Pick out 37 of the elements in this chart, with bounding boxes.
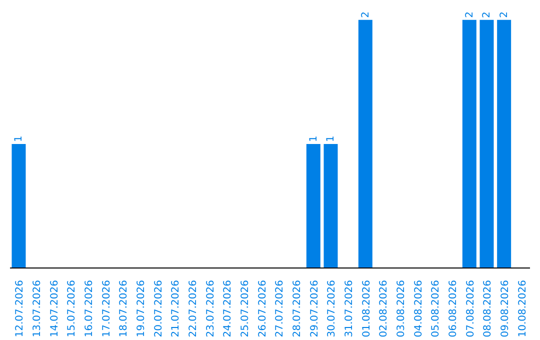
data-label: 1: [308, 136, 320, 142]
x-tick-label: 07.08.2026: [465, 280, 476, 338]
x-tick-label: 10.08.2026: [517, 280, 528, 338]
x-tick-label: 14.07.2026: [49, 280, 60, 338]
x-tick-label: 19.07.2026: [136, 280, 147, 338]
x-tick-label: 02.08.2026: [378, 280, 390, 338]
x-tick-label: 26.07.2026: [257, 280, 268, 338]
x-tick-label: 23.07.2026: [205, 280, 216, 338]
x-tick-label: 17.07.2026: [101, 280, 112, 338]
x-tick-label: 15.07.2026: [66, 280, 78, 338]
x-tick-label: 30.07.2026: [326, 280, 338, 338]
x-tick-label: 31.07.2026: [344, 280, 355, 338]
data-label: 1: [14, 136, 25, 142]
data-label: 1: [326, 136, 337, 142]
x-tick-label: 28.07.2026: [292, 280, 303, 338]
x-tick-label: 20.07.2026: [153, 280, 164, 338]
x-tick-label: 01.08.2026: [361, 280, 372, 338]
x-tick-label: 09.08.2026: [500, 280, 511, 338]
x-tick-label: 29.07.2026: [309, 280, 320, 338]
x-tick-label: 03.08.2026: [396, 280, 407, 338]
x-tick-label: 21.07.2026: [170, 280, 182, 338]
data-label: 2: [464, 12, 476, 18]
data-label: 2: [360, 12, 372, 18]
data-label: 2: [482, 12, 493, 18]
x-tick-label: 27.07.2026: [274, 280, 286, 338]
x-tick-label: 06.08.2026: [448, 280, 459, 338]
x-tick-label: 16.07.2026: [84, 280, 95, 338]
data-label: 2: [499, 12, 510, 18]
x-tick-label: 12.07.2026: [14, 280, 26, 338]
x-tick-label: 05.08.2026: [430, 280, 442, 338]
x-tick-label: 08.08.2026: [482, 280, 494, 338]
x-tick-label: 13.07.2026: [32, 280, 43, 338]
x-tick-label: 25.07.2026: [240, 280, 251, 338]
x-tick-label: 24.07.2026: [222, 280, 234, 338]
x-tick-label: 18.07.2026: [118, 280, 130, 338]
x-tick-label: 04.08.2026: [413, 280, 424, 338]
x-tick-label: 22.07.2026: [188, 280, 199, 338]
